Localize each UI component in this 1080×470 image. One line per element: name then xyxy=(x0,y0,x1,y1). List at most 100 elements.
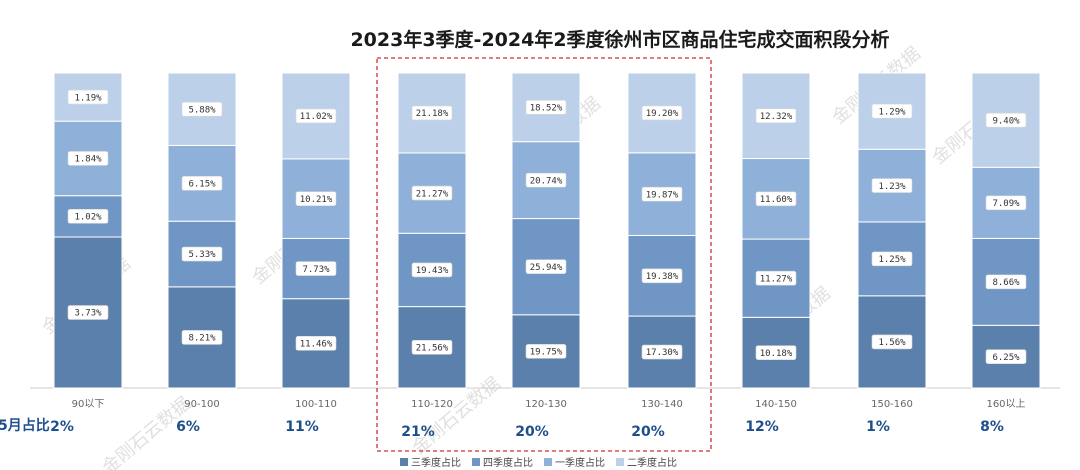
data-label: 6.25% xyxy=(992,353,1020,363)
data-label-box xyxy=(181,101,223,117)
data-label: 11.27% xyxy=(760,274,793,284)
data-label: 5.33% xyxy=(188,250,216,260)
data-label: 11.60% xyxy=(760,195,793,205)
data-label-box xyxy=(411,340,453,355)
data-label-box xyxy=(525,344,567,359)
data-label-box xyxy=(871,251,913,267)
data-label: 8.21% xyxy=(188,334,216,344)
share-value: 20% xyxy=(515,424,549,440)
data-label-box xyxy=(181,246,223,262)
legend-swatch-1 xyxy=(472,458,480,466)
data-label-box xyxy=(67,209,109,224)
legend-swatch-3 xyxy=(616,458,624,466)
data-label: 19.20% xyxy=(646,109,679,119)
data-label: 18.52% xyxy=(530,104,563,114)
data-label: 19.43% xyxy=(416,266,449,276)
data-label: 3.73% xyxy=(74,309,102,319)
bar-segment-3 xyxy=(281,72,351,160)
data-label-box xyxy=(181,330,223,345)
legend-label-2: 一季度占比 xyxy=(555,456,605,469)
data-label: 21.18% xyxy=(416,109,449,119)
data-label: 1.25% xyxy=(878,255,906,265)
data-label: 11.02% xyxy=(300,112,333,122)
data-label-box xyxy=(641,268,683,284)
data-label: 8.66% xyxy=(992,278,1020,288)
data-label: 1.23% xyxy=(878,182,906,192)
data-label: 1.84% xyxy=(74,155,102,165)
data-label-box xyxy=(295,261,337,276)
data-label: 21.27% xyxy=(416,189,449,199)
data-label-box xyxy=(871,178,913,193)
x-tick-label: 90以下 xyxy=(72,399,105,410)
data-label: 17.30% xyxy=(646,348,679,358)
x-tick-label: 150-160 xyxy=(871,399,913,410)
data-label: 11.46% xyxy=(300,340,333,350)
data-label: 9.40% xyxy=(992,116,1020,126)
data-label-box xyxy=(755,191,797,207)
share-value: 20% xyxy=(631,424,665,440)
data-label-box xyxy=(295,336,337,351)
chart-title: 2023年3季度-2024年2季度徐州市区商品住宅成交面积段分析 xyxy=(350,28,889,51)
data-label-box xyxy=(67,305,109,320)
data-label-box xyxy=(985,112,1027,128)
share-value: 21% xyxy=(401,424,435,440)
data-label-box xyxy=(641,105,683,121)
data-label: 7.09% xyxy=(992,199,1020,209)
data-label-box xyxy=(295,191,337,206)
data-label-box xyxy=(641,344,683,360)
data-label: 1.29% xyxy=(878,107,906,117)
data-label: 1.56% xyxy=(878,338,906,348)
x-tick-label: 130-140 xyxy=(641,399,683,410)
data-label: 10.21% xyxy=(300,195,333,205)
data-label-box xyxy=(295,108,337,124)
share-value: 8% xyxy=(980,419,1004,435)
data-label-box xyxy=(641,186,683,202)
share-value: 11% xyxy=(285,419,319,435)
data-label-box xyxy=(411,262,453,278)
data-label-box xyxy=(871,103,913,119)
legend-label-1: 四季度占比 xyxy=(483,456,533,469)
x-tick-label: 160以上 xyxy=(986,398,1025,410)
data-label: 19.87% xyxy=(646,190,679,200)
data-label: 7.73% xyxy=(302,265,330,275)
data-label: 19.75% xyxy=(530,348,563,358)
data-label-box xyxy=(411,105,453,121)
data-label-box xyxy=(755,345,797,360)
data-label: 5.88% xyxy=(188,105,216,115)
data-label: 1.19% xyxy=(74,93,102,103)
share-value: 12% xyxy=(745,419,779,435)
share-value: 1% xyxy=(866,419,890,435)
data-label-box xyxy=(525,100,567,115)
share-row-label: 5月占比 xyxy=(0,417,50,434)
legend: 三季度占比 四季度占比 一季度占比 二季度占比 xyxy=(400,456,677,469)
data-label-box xyxy=(67,89,109,105)
data-label-box xyxy=(67,151,109,166)
data-label-box xyxy=(525,172,567,188)
x-tick-label: 120-130 xyxy=(525,399,567,410)
data-label: 12.32% xyxy=(760,112,793,122)
x-tick-label: 100-110 xyxy=(295,399,337,410)
data-label-box xyxy=(755,270,797,286)
data-label: 19.38% xyxy=(646,272,679,282)
share-value: 2% xyxy=(50,419,74,435)
legend-label-0: 三季度占比 xyxy=(411,456,461,469)
data-label: 6.15% xyxy=(188,180,216,190)
data-label-box xyxy=(985,195,1027,211)
legend-swatch-2 xyxy=(544,458,552,466)
x-tick-label: 140-150 xyxy=(755,399,797,410)
data-label-box xyxy=(985,349,1027,364)
legend-label-3: 二季度占比 xyxy=(627,456,677,469)
x-tick-label: 90-100 xyxy=(184,399,219,410)
data-label-box xyxy=(525,259,567,274)
data-label-box xyxy=(755,108,797,124)
data-label: 10.18% xyxy=(760,349,793,359)
data-label: 25.94% xyxy=(530,263,563,273)
data-label-box xyxy=(871,334,913,350)
data-label: 21.56% xyxy=(416,344,449,354)
data-label-box xyxy=(181,176,223,191)
x-tick-label: 110-120 xyxy=(411,399,453,410)
data-label: 1.02% xyxy=(74,213,102,223)
data-label-box xyxy=(985,274,1027,290)
